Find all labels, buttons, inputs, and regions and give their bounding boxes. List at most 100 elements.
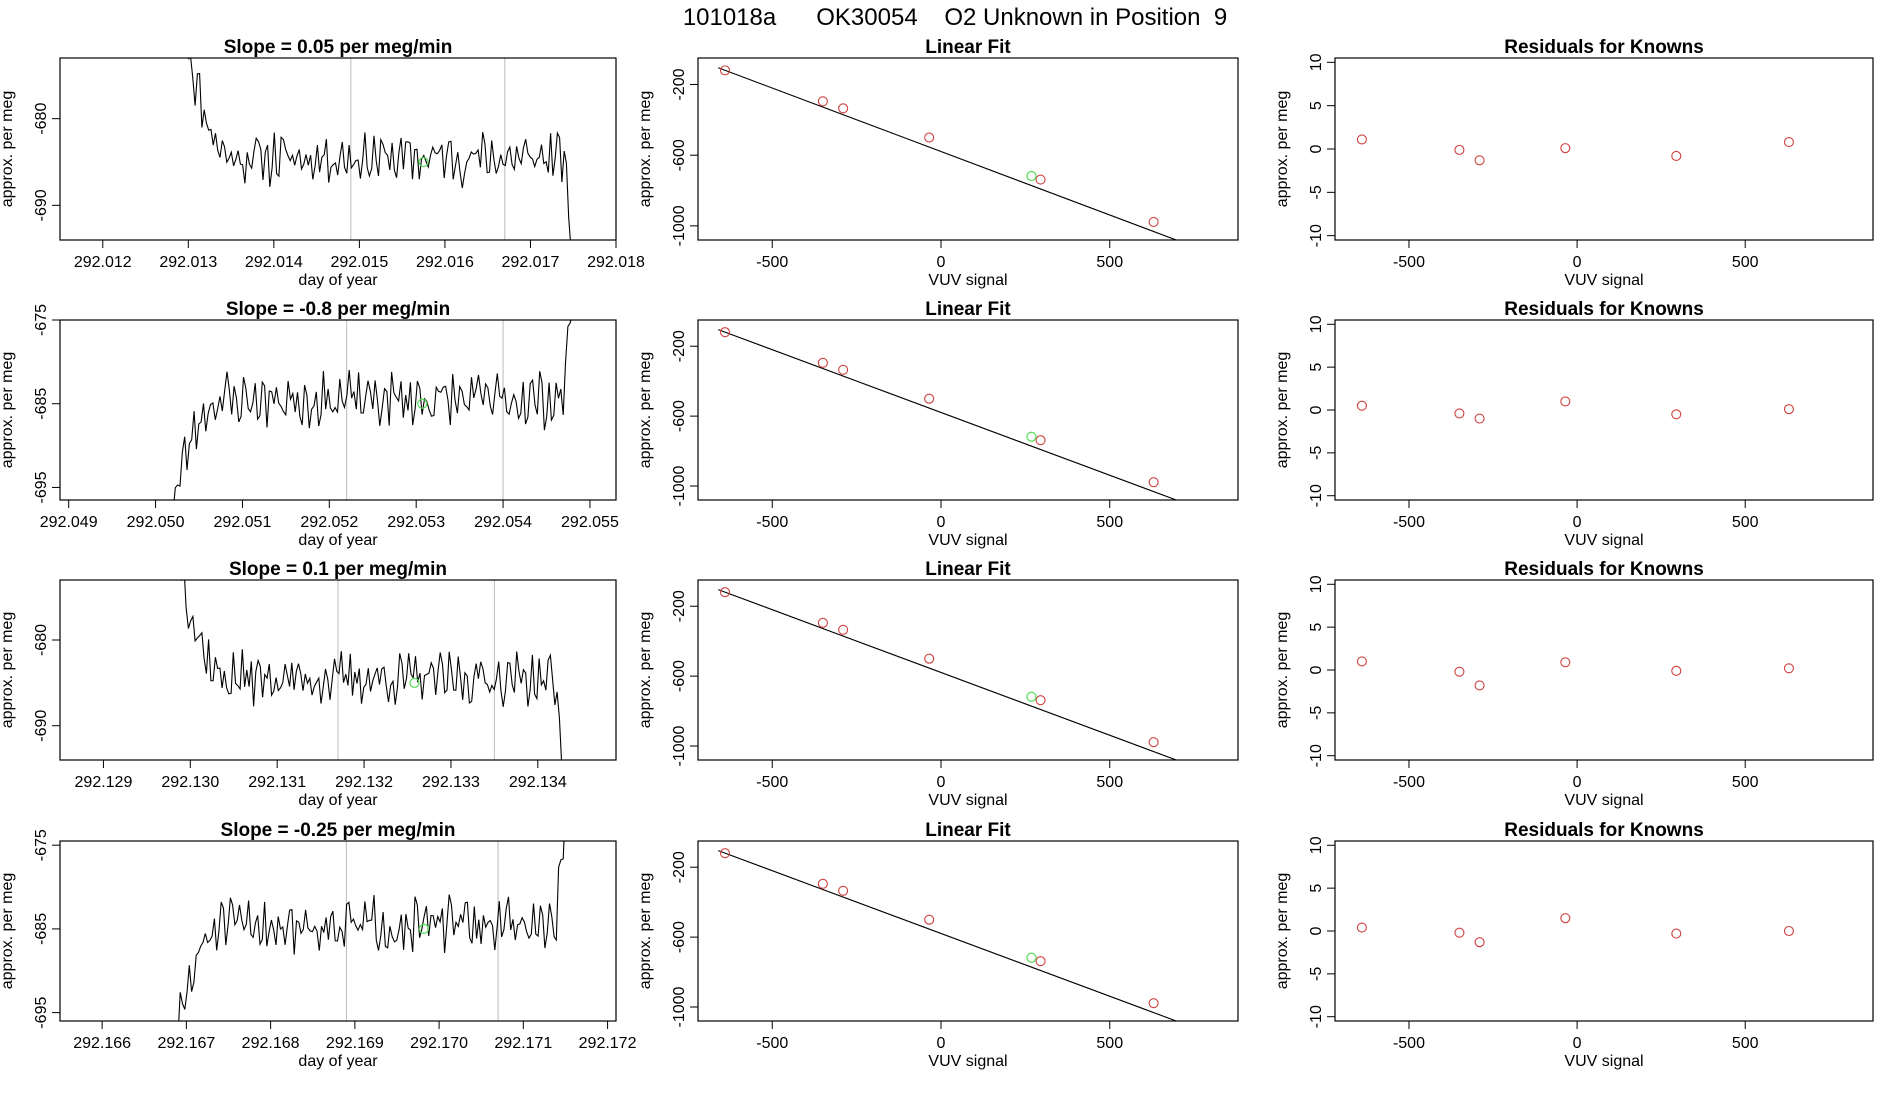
known-point (838, 885, 849, 896)
x-tick-label: 500 (1096, 514, 1123, 531)
page-title: 101018a OK30054 O2 Unknown in Position 9 (683, 4, 1227, 31)
x-tick-label: 292.016 (416, 254, 474, 271)
residuals-panel-row-4: Residuals for Knowns -500 0 500 10 5 0 -5 -10 VUV… (1274, 820, 1874, 1070)
panel-title: Linear Fit (925, 37, 1011, 58)
known-point (719, 848, 731, 859)
known-point (1035, 435, 1046, 446)
plot-area (1356, 134, 1794, 166)
known-point (719, 65, 731, 76)
y-axis-label: approx. per meg (0, 612, 16, 729)
residual-point (1671, 150, 1682, 161)
panel-title: Slope = -0.8 per meg/min (226, 299, 450, 320)
x-axis-label: VUV signal (928, 1053, 1007, 1070)
x-tick-label: 500 (1732, 774, 1759, 791)
residual-point (1560, 657, 1571, 668)
x-tick-label: 0 (937, 774, 946, 791)
y-tick-label: 5 (1308, 363, 1325, 372)
y-tick-label: -5 (1308, 706, 1325, 720)
residual-point (1454, 666, 1465, 677)
linear-fit-panel-row-4: Linear Fit -500 0 500 -200 -600 -1000 VUV signa… (637, 820, 1239, 1070)
y-tick-label: -1000 (671, 205, 688, 246)
x-tick-label: 292.051 (214, 514, 272, 531)
plot-frame (1334, 840, 1874, 1022)
residual-point (1454, 927, 1465, 938)
x-tick-label: 292.015 (330, 254, 388, 271)
x-tick-label: 292.055 (561, 514, 619, 531)
x-axis-label: day of year (298, 792, 378, 809)
x-tick-label: -500 (756, 1035, 788, 1052)
unknown-sample-point (418, 923, 430, 935)
plot-frame (697, 579, 1239, 761)
unknown-point (1026, 952, 1037, 963)
x-tick-label: 292.014 (245, 254, 303, 271)
known-point (924, 132, 935, 143)
residual-point (1356, 134, 1367, 145)
x-tick-label: -500 (756, 514, 788, 531)
x-tick-label: 292.129 (75, 774, 133, 791)
y-tick-label: 10 (1308, 575, 1325, 593)
y-tick-label: 10 (1308, 315, 1325, 333)
y-tick-label: -690 (33, 189, 50, 221)
panel-title: Linear Fit (925, 820, 1011, 841)
x-tick-label: 292.131 (248, 774, 306, 791)
x-axis-label: VUV signal (928, 532, 1007, 549)
fit-line (718, 67, 1178, 240)
known-point (1035, 695, 1046, 706)
x-tick-label: 0 (937, 1035, 946, 1052)
plot-area (187, 58, 571, 240)
y-tick-label: 10 (1308, 836, 1325, 854)
plot-area (173, 320, 572, 500)
known-point (838, 364, 849, 375)
residual-point (1356, 400, 1367, 411)
y-tick-label: -200 (671, 68, 688, 100)
residual-point (1671, 409, 1682, 420)
x-tick-label: 0 (937, 254, 946, 271)
residual-point (1474, 413, 1485, 424)
known-point (719, 587, 731, 598)
plot-frame (59, 840, 617, 1022)
x-axis-label: VUV signal (928, 792, 1007, 809)
x-tick-label: 292.053 (387, 514, 445, 531)
panel-title: Slope = 0.1 per meg/min (229, 559, 447, 580)
x-tick-label: 292.172 (579, 1035, 637, 1052)
known-point (1148, 216, 1159, 228)
y-axis-label: approx. per meg (1274, 352, 1291, 469)
y-tick-label: 10 (1308, 53, 1325, 71)
y-tick-label: -600 (671, 139, 688, 171)
known-point (1148, 737, 1159, 748)
y-tick-label: -10 (1308, 744, 1325, 767)
time-series-trace (181, 580, 563, 760)
plot-area (718, 848, 1178, 1021)
x-tick-label: 292.171 (494, 1035, 552, 1052)
residual-point (1560, 143, 1571, 154)
y-axis-label: approx. per meg (637, 352, 654, 469)
x-tick-label: 292.050 (127, 514, 185, 531)
x-tick-label: -500 (1393, 1035, 1425, 1052)
known-point (838, 624, 849, 635)
y-tick-label: -695 (33, 471, 50, 503)
plot-area (1356, 913, 1794, 948)
residuals-panel-row-1: Residuals for Knowns -500 0 500 10 5 0 -5 -10 VUV… (1274, 37, 1874, 289)
x-tick-label: 500 (1732, 514, 1759, 531)
unknown-sample-point (409, 677, 420, 688)
time-series-panel-row-4: Slope = -0.25 per meg/min 292.166 292.167 2… (0, 820, 637, 1070)
time-series-panel-row-3: Slope = 0.1 per meg/min 292.129 292.130 292… (0, 559, 617, 809)
residual-point (1454, 408, 1465, 419)
panel-title: Slope = -0.25 per meg/min (221, 820, 456, 841)
known-point (719, 327, 731, 338)
y-tick-label: -600 (671, 921, 688, 953)
x-axis-label: VUV signal (1564, 272, 1643, 289)
residual-point (1474, 155, 1485, 166)
residual-point (1783, 663, 1794, 674)
x-tick-label: -500 (1393, 774, 1425, 791)
unknown-point (1026, 170, 1037, 182)
x-tick-label: 500 (1096, 254, 1123, 271)
y-tick-label: -685 (33, 913, 50, 945)
y-tick-label: -5 (1308, 446, 1325, 460)
x-tick-label: 0 (1573, 254, 1582, 271)
plot-frame (59, 57, 617, 241)
plot-frame (1334, 319, 1874, 501)
x-axis-label: day of year (298, 1053, 378, 1070)
x-tick-label: 292.054 (474, 514, 532, 531)
